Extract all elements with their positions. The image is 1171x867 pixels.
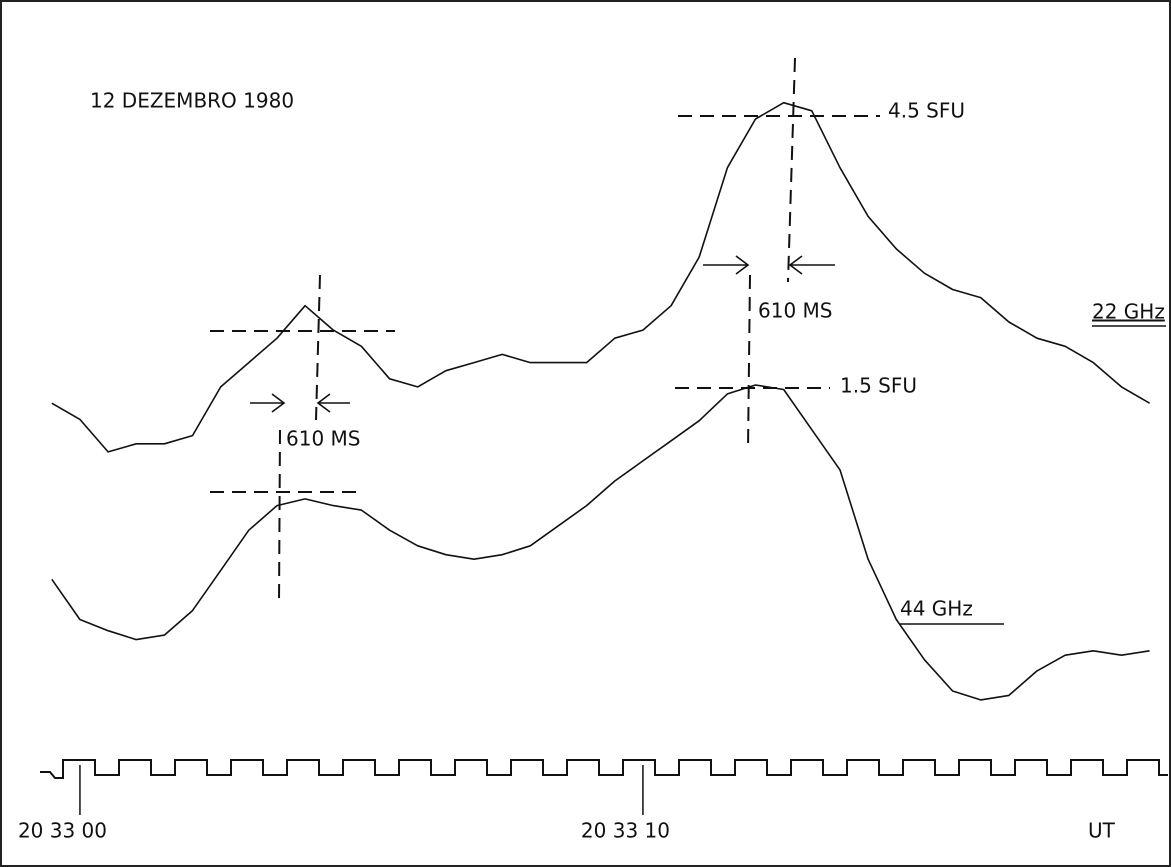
trace [51,101,1151,453]
time-pulses [40,759,1168,779]
x-axis-label: UT [1088,819,1116,843]
peak-guide [315,274,321,421]
x-tick-label: 20 33 10 [581,819,670,843]
annotation: 610 MS [758,299,832,323]
x-tick-label: 20 33 00 [18,819,107,843]
annotation: 610 MS [286,427,360,451]
peak-guide [747,274,751,451]
annotation: 1.5 SFU [840,374,917,398]
delay-arrow [703,255,835,275]
peak-guide [278,429,281,606]
peak-guide [787,57,796,283]
legend-label: 44 GHz [900,597,973,621]
annotation: 4.5 SFU [888,99,965,123]
delay-arrow [250,393,350,413]
legend-label: 22 GHz [1092,300,1165,324]
trace [51,384,1150,701]
chart-title: 12 DEZEMBRO 1980 [90,89,294,113]
